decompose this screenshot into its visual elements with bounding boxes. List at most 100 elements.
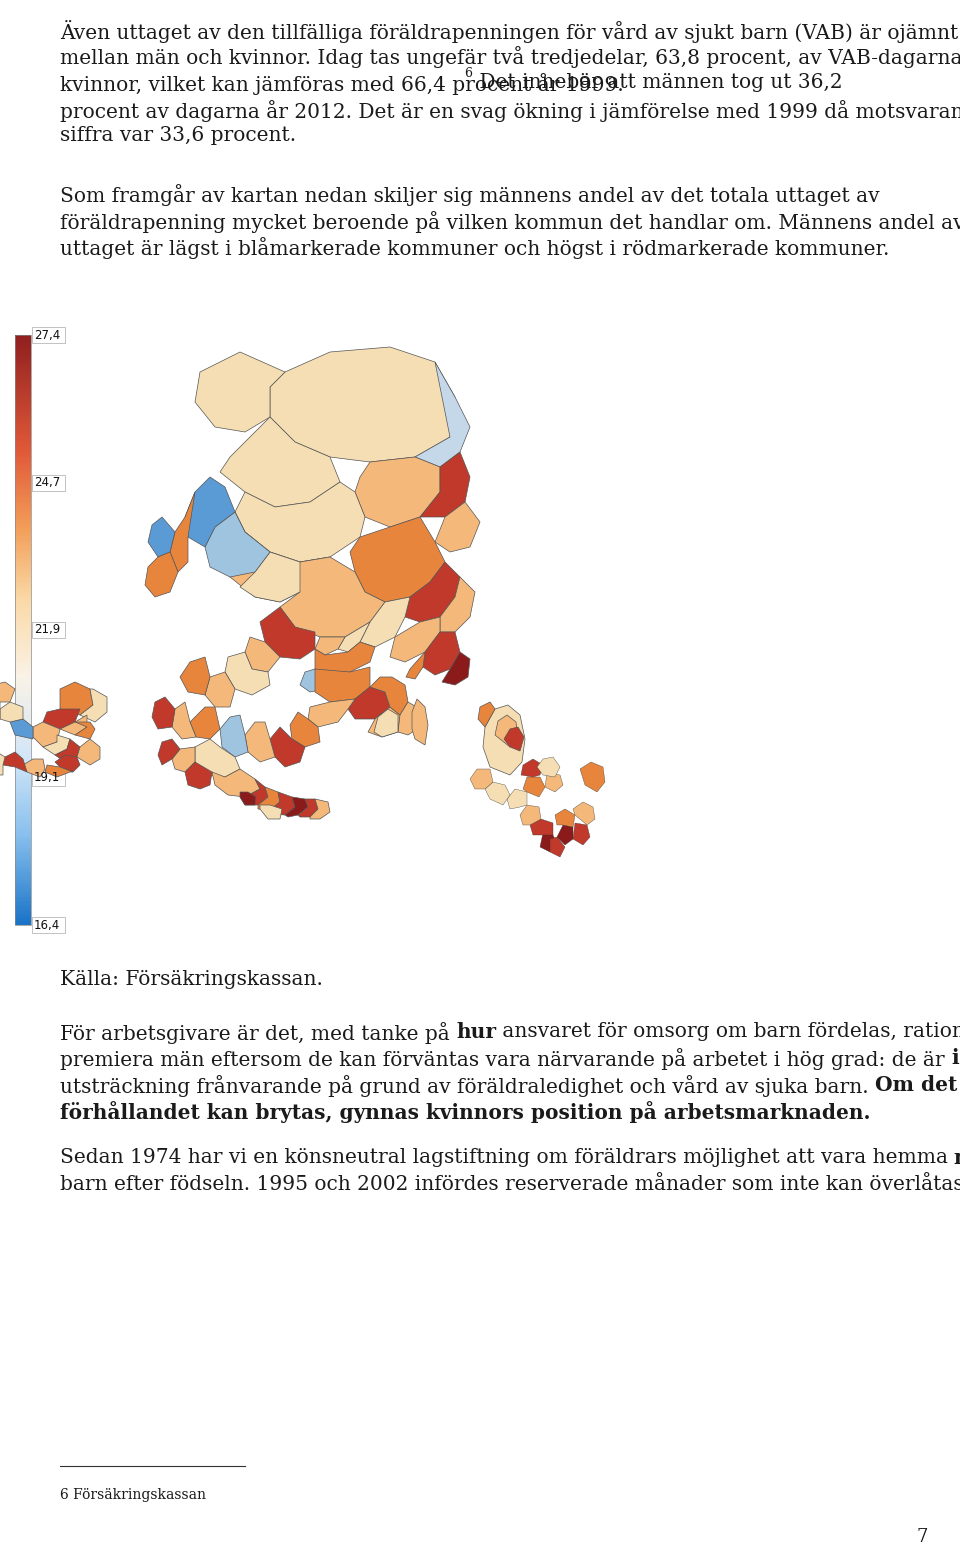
Bar xyxy=(15,449,31,452)
Bar xyxy=(15,739,31,743)
Polygon shape xyxy=(348,687,390,719)
Bar xyxy=(15,455,31,456)
Bar xyxy=(15,797,31,800)
Polygon shape xyxy=(152,698,175,729)
Bar xyxy=(15,838,31,840)
Polygon shape xyxy=(270,347,455,463)
Bar xyxy=(15,630,31,633)
Bar xyxy=(15,758,31,760)
Bar xyxy=(15,523,31,526)
Polygon shape xyxy=(555,809,575,828)
Bar xyxy=(15,848,31,851)
Bar xyxy=(15,695,31,696)
Polygon shape xyxy=(298,798,318,817)
Bar xyxy=(15,480,31,483)
Bar xyxy=(15,334,31,337)
Bar xyxy=(15,831,31,832)
Bar xyxy=(15,606,31,608)
Polygon shape xyxy=(23,760,45,777)
Text: 6: 6 xyxy=(464,67,472,80)
Bar xyxy=(15,340,31,343)
Bar xyxy=(15,390,31,391)
Bar xyxy=(15,812,31,815)
Bar xyxy=(15,585,31,586)
Bar xyxy=(15,348,31,351)
Bar xyxy=(15,382,31,384)
Bar xyxy=(15,427,31,430)
Polygon shape xyxy=(77,739,100,766)
Bar xyxy=(15,625,31,628)
Polygon shape xyxy=(537,756,560,777)
Bar xyxy=(15,419,31,421)
Bar xyxy=(15,716,31,718)
Bar xyxy=(15,795,31,797)
Bar xyxy=(15,645,31,648)
Bar xyxy=(15,422,31,425)
Bar xyxy=(15,490,31,492)
Bar xyxy=(15,886,31,890)
Bar xyxy=(15,849,31,852)
Polygon shape xyxy=(368,707,400,736)
Bar xyxy=(15,862,31,865)
Bar xyxy=(15,436,31,439)
Bar xyxy=(15,476,31,478)
Bar xyxy=(15,919,31,920)
Bar xyxy=(15,569,31,571)
Text: Det innebär att männen tog ut 36,2: Det innebär att männen tog ut 36,2 xyxy=(473,73,843,91)
Bar xyxy=(15,360,31,362)
Bar xyxy=(15,644,31,645)
Bar xyxy=(15,777,31,780)
Bar xyxy=(15,899,31,902)
Bar xyxy=(15,769,31,772)
Bar xyxy=(15,376,31,379)
Bar xyxy=(15,809,31,811)
Bar xyxy=(15,900,31,903)
Bar xyxy=(15,362,31,365)
Bar xyxy=(15,356,31,359)
Bar xyxy=(15,545,31,548)
Bar xyxy=(15,702,31,705)
Bar xyxy=(15,727,31,730)
Bar xyxy=(15,350,31,353)
Polygon shape xyxy=(205,512,270,577)
Bar xyxy=(15,551,31,554)
Bar xyxy=(15,429,31,432)
Bar xyxy=(15,412,31,413)
Bar xyxy=(15,761,31,764)
Polygon shape xyxy=(185,476,235,548)
Text: utsträckning frånvarande på grund av föräldraledighet och vård av sjuka barn.: utsträckning frånvarande på grund av för… xyxy=(60,1075,875,1097)
Bar xyxy=(15,676,31,679)
Text: Källa: Försäkringskassan.: Källa: Försäkringskassan. xyxy=(60,970,323,989)
Bar xyxy=(15,574,31,577)
Bar xyxy=(15,732,31,735)
Bar xyxy=(15,529,31,532)
Bar xyxy=(15,664,31,665)
Bar xyxy=(15,814,31,817)
Bar xyxy=(15,543,31,546)
Bar xyxy=(15,760,31,761)
Bar xyxy=(15,738,31,739)
Polygon shape xyxy=(0,752,5,775)
Bar xyxy=(15,922,31,925)
Bar xyxy=(15,506,31,507)
Bar xyxy=(15,801,31,803)
Text: kvinnor, vilket kan jämföras med 66,4 procent år 1999.: kvinnor, vilket kan jämföras med 66,4 pr… xyxy=(60,73,624,94)
Bar xyxy=(15,357,31,360)
Bar xyxy=(15,507,31,511)
Polygon shape xyxy=(158,739,180,766)
Bar xyxy=(15,657,31,659)
Bar xyxy=(15,719,31,722)
Bar xyxy=(15,852,31,854)
Bar xyxy=(15,528,31,529)
Bar xyxy=(15,432,31,433)
Bar xyxy=(15,817,31,818)
Bar xyxy=(15,798,31,801)
Bar xyxy=(15,405,31,408)
Bar xyxy=(15,504,31,506)
Bar xyxy=(15,484,31,486)
Polygon shape xyxy=(145,552,178,597)
Bar xyxy=(15,617,31,620)
Bar xyxy=(15,811,31,812)
Bar xyxy=(15,620,31,622)
Bar xyxy=(15,622,31,623)
